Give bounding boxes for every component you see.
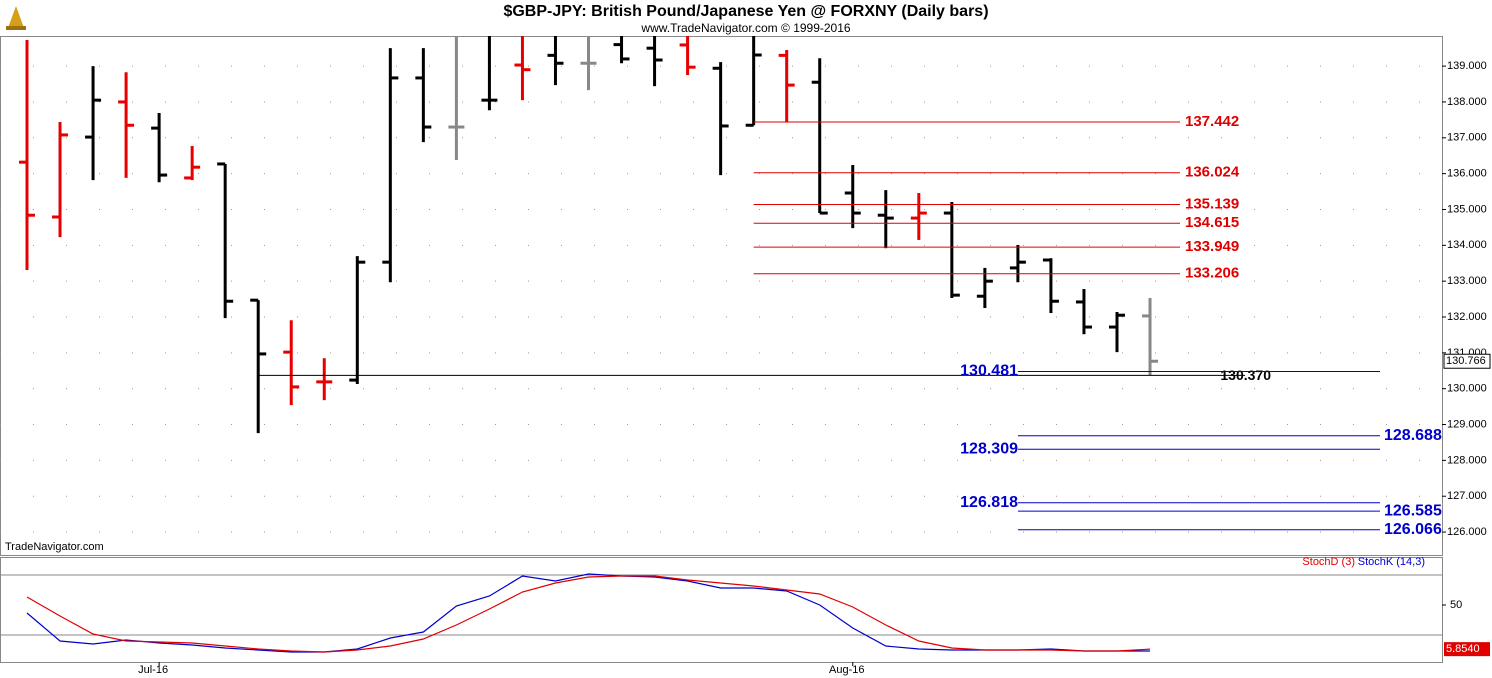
y-tick-label: 134.000	[1447, 239, 1487, 251]
resistance-label: 133.206	[1185, 265, 1239, 282]
y-tick-label: 136.000	[1447, 168, 1487, 180]
chart-title: $GBP-JPY: British Pound/Japanese Yen @ F…	[503, 3, 988, 20]
last-price-box	[1443, 353, 1491, 369]
legend-entry: StochD (3)	[1302, 556, 1355, 568]
y-tick-label: 135.000	[1447, 203, 1487, 215]
y-tick-label: 130.000	[1447, 383, 1487, 395]
y-tick-label: 132.000	[1447, 311, 1487, 323]
last-value-box	[1444, 642, 1490, 657]
resistance-label: 137.442	[1185, 113, 1239, 130]
support-label: 126.818	[960, 494, 1018, 511]
x-tick-label: Jul-16	[138, 664, 168, 676]
watermark: TradeNavigator.com	[5, 541, 104, 553]
y-tick-label: 138.000	[1447, 96, 1487, 108]
stoch-line	[26, 573, 1151, 653]
y-tick-label: 128.000	[1447, 454, 1487, 466]
y-tick-label: 50	[1450, 599, 1462, 611]
support-label: 128.688	[1384, 427, 1442, 444]
resistance-label: 136.024	[1185, 164, 1240, 181]
y-tick-label: 133.000	[1447, 275, 1487, 287]
last-price-label: 130.766	[1446, 355, 1486, 367]
y-tick-label: 139.000	[1447, 60, 1487, 72]
y-tick-label: 137.000	[1447, 132, 1487, 144]
y-tick-label: 129.000	[1447, 418, 1487, 430]
resistance-label: 135.139	[1185, 195, 1239, 212]
y-tick-label: 127.000	[1447, 490, 1487, 502]
logo	[6, 6, 26, 30]
y-tick-label: 126.000	[1447, 526, 1487, 538]
support-label: 126.066	[1384, 521, 1442, 538]
price-panel	[0, 36, 1443, 556]
stoch-panel	[0, 557, 1443, 663]
resistance-label: 133.949	[1185, 238, 1239, 255]
x-tick-label: Aug-16	[829, 664, 864, 676]
resistance-label: 134.615	[1185, 214, 1239, 231]
last-value-label: 5.8540	[1446, 643, 1480, 655]
legend-entry: StochK (14,3)	[1358, 556, 1425, 568]
chart-subtitle: www.TradeNavigator.com © 1999-2016	[640, 21, 850, 35]
stoch-line	[26, 575, 1151, 653]
reference-label: 130.370	[1220, 367, 1271, 383]
support-label: 128.309	[960, 441, 1018, 458]
support-label: 130.481	[960, 363, 1018, 380]
support-label: 126.585	[1384, 502, 1442, 519]
